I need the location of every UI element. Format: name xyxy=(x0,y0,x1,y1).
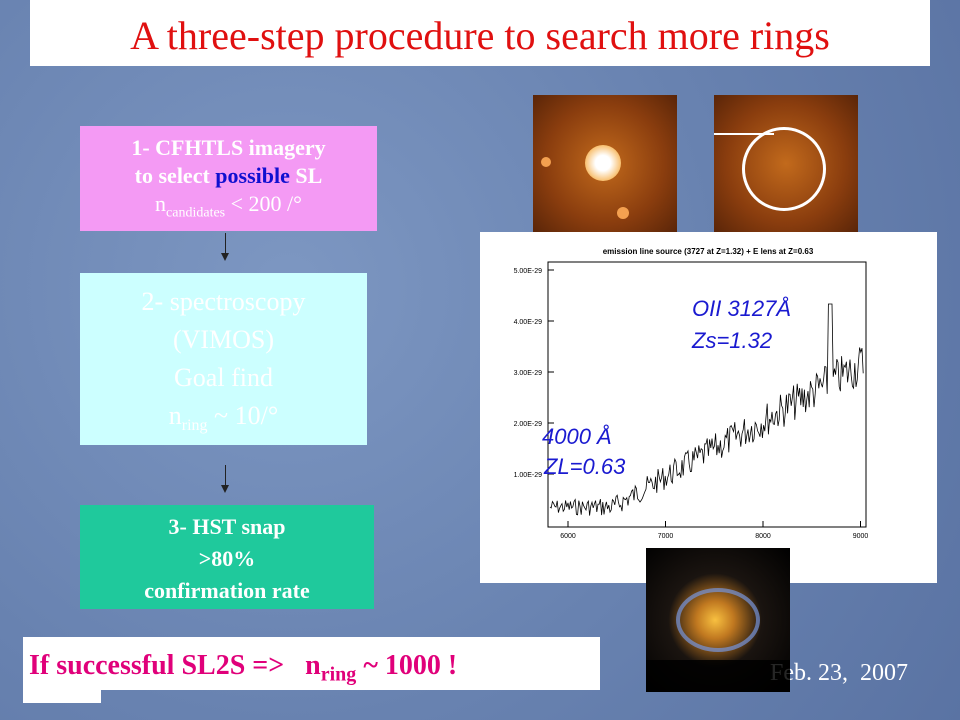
symbol: n xyxy=(155,191,167,216)
galaxy-image xyxy=(533,95,677,232)
x-tick-label: 8000 xyxy=(755,533,771,540)
spectrum-trace xyxy=(549,303,864,516)
step-line: 1- CFHTLS imagery xyxy=(131,135,326,160)
text: ~ 10/° xyxy=(207,401,279,430)
text: < 200 /° xyxy=(225,191,302,216)
step-box: 3- HST snap >80% confirmation rate xyxy=(80,505,374,609)
step-line: (VIMOS) xyxy=(172,325,275,354)
step-line: confirmation rate xyxy=(144,578,310,603)
x-tick-label: 7000 xyxy=(658,533,674,540)
annotation: Zs=1.32 xyxy=(691,328,772,353)
arrow xyxy=(225,465,226,485)
subscript: candidates xyxy=(166,205,226,221)
step-line: >80% xyxy=(198,546,256,571)
arrow xyxy=(225,233,226,253)
y-tick-label: 3.00E-29 xyxy=(514,370,543,377)
text: SL xyxy=(289,163,323,188)
y-tick-label: 5.00E-29 xyxy=(514,268,543,275)
y-tick-label: 1.00E-29 xyxy=(514,472,543,479)
highlight: possible xyxy=(215,163,290,188)
x-tick-label: 9000 xyxy=(853,533,869,540)
y-tick-label: 2.00E-29 xyxy=(514,421,543,428)
conclusion-box: If successful SL2S => nring ~ 1000 ! xyxy=(23,637,600,690)
step-line: ncandidates < 200 /° xyxy=(80,190,377,227)
arrowhead xyxy=(221,485,229,493)
step-box: 1- CFHTLS imagery to select possible SL … xyxy=(80,126,377,231)
step-line: Goal find xyxy=(174,363,273,392)
y-tick-label: 4.00E-29 xyxy=(514,319,543,326)
step-line: 2- spectroscopy xyxy=(141,287,306,316)
annotation: 4000 Å xyxy=(542,424,612,449)
annotation: ZL=0.63 xyxy=(543,454,626,479)
subscript: ring xyxy=(320,663,357,686)
symbol: n xyxy=(168,401,182,430)
date: Feb. 23, 2007 xyxy=(770,660,908,686)
step-box: 2- spectroscopy (VIMOS) Goal find nring … xyxy=(80,273,367,445)
text: If successful SL2S => xyxy=(29,650,306,681)
plot-frame xyxy=(547,261,867,528)
step-line: nring ~ 10/° xyxy=(80,397,367,445)
x-tick-label: 6000 xyxy=(560,533,576,540)
symbol: n xyxy=(305,650,321,681)
image-overlap xyxy=(646,660,790,692)
panel-bg xyxy=(480,232,937,583)
box-tab xyxy=(23,690,101,703)
annotation: OII 3127Å xyxy=(692,296,791,321)
step-line: to select possible SL xyxy=(80,162,377,190)
ring-image xyxy=(714,95,858,232)
title-box: A three-step procedure to search more ri… xyxy=(30,0,930,66)
x-ticks: 6000 7000 8000 9000 xyxy=(560,521,868,540)
step-line: 3- HST snap xyxy=(168,514,286,539)
title: A three-step procedure to search more ri… xyxy=(130,13,830,58)
subscript: ring xyxy=(181,417,208,435)
arrowhead xyxy=(221,253,229,261)
text: ~ 1000 ! xyxy=(356,650,458,681)
y-ticks: 5.00E-29 4.00E-29 3.00E-29 2.00E-29 1.00E-29 xyxy=(514,268,554,479)
spectrum-panel: emission line source (3727 at Z=1.32) + … xyxy=(480,232,937,583)
text: to select xyxy=(134,163,216,188)
plot-title: emission line source (3727 at Z=1.32) + … xyxy=(603,247,814,256)
